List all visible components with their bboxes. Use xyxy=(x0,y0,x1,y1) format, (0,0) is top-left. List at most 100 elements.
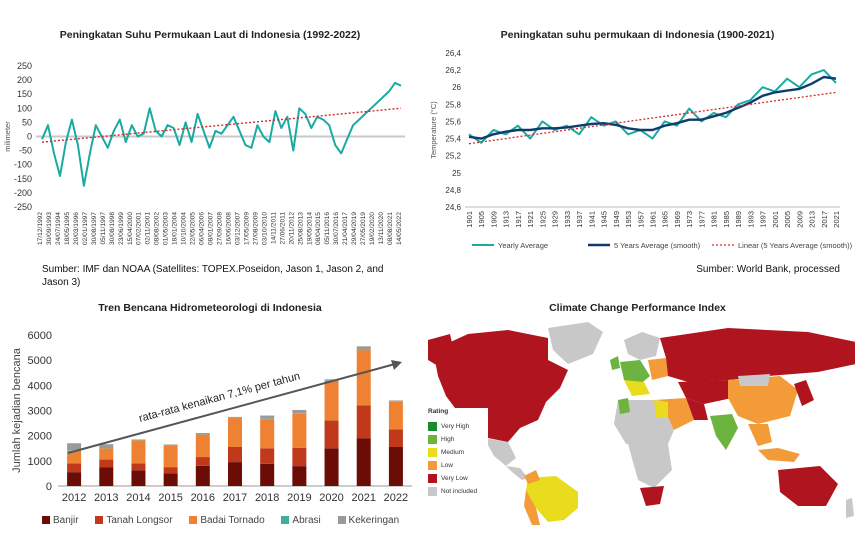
bar-segment xyxy=(195,433,210,435)
x-tick-label: 02/11/2001 xyxy=(145,212,152,245)
x-tick-label: 24/07/1994 xyxy=(55,212,62,245)
y-tick-label: 26,2 xyxy=(445,66,461,75)
x-tick-label: 25/08/2013 xyxy=(297,212,304,245)
x-tick-label: 1921 xyxy=(526,211,535,228)
swatch-very-low xyxy=(428,474,437,483)
map-se-asia xyxy=(748,424,772,446)
x-tick-label: 23/06/1999 xyxy=(118,212,125,245)
legend-label: High xyxy=(441,436,455,443)
y-tick-label: 200 xyxy=(17,75,32,85)
x-tick-label: 17/05/2009 xyxy=(243,212,250,245)
y-tick-label: -50 xyxy=(19,146,32,156)
y-tick-label: 24,8 xyxy=(445,186,461,195)
bar-segment xyxy=(356,405,371,439)
y-axis-label: Jumlah kejadian bencana xyxy=(11,347,23,473)
map-china xyxy=(728,376,798,424)
x-tick-label: 1965 xyxy=(661,211,670,228)
y-tick-label: 2000 xyxy=(28,431,52,443)
bar-segment xyxy=(67,472,82,486)
x-tick-label: 2017 xyxy=(223,492,247,504)
y-tick-label: 150 xyxy=(17,89,32,99)
bar-segment xyxy=(324,448,339,486)
x-tick-label: 2001 xyxy=(771,211,780,228)
map-legend-item-very-high: Very High xyxy=(428,420,488,433)
legend-label: Very High xyxy=(441,423,470,430)
map-india xyxy=(710,414,738,450)
sea-level-title: Peningkatan Suhu Permukaan Laut di Indon… xyxy=(59,29,361,41)
map-legend-item-very-low: Very Low xyxy=(428,472,488,485)
x-tick-label: 1993 xyxy=(746,211,755,228)
map-europe-east xyxy=(648,358,668,380)
y-axis-label: milimeter xyxy=(3,121,12,152)
x-tick-label: 15/04/2000 xyxy=(127,212,134,245)
y-tick-label: 26 xyxy=(452,83,461,92)
bar-segment xyxy=(388,429,403,447)
y-tick-label: -150 xyxy=(14,174,32,184)
x-tick-label: 1969 xyxy=(673,211,682,228)
x-tick-label: 14/05/2022 xyxy=(396,212,403,245)
bar-segment xyxy=(99,444,114,448)
x-tick-label: 2018 xyxy=(255,492,279,504)
map-europe-south xyxy=(624,380,650,396)
x-tick-label: 1917 xyxy=(514,211,523,228)
map-andes xyxy=(524,490,540,525)
bar-segment xyxy=(67,463,82,473)
sea-level-source: Sumber: IMF dan NOAA (Satellites: TOPEX.… xyxy=(42,264,384,288)
x-tick-label: 30/08/1998 xyxy=(109,212,116,245)
map-australia xyxy=(778,466,838,506)
x-tick-label: 08/01/2007 xyxy=(208,212,215,245)
x-tick-label: 1941 xyxy=(587,211,596,228)
x-tick-label: 1953 xyxy=(624,211,633,228)
bar-segment xyxy=(292,413,307,448)
bar-segment xyxy=(292,447,307,467)
trend-arrow-head xyxy=(391,360,402,370)
x-tick-label: 20/11/2012 xyxy=(288,212,295,245)
x-tick-label: 27/08/2009 xyxy=(252,212,259,245)
bar-segment xyxy=(228,418,242,447)
map-legend-item-high: High xyxy=(428,433,488,446)
x-tick-label: 2014 xyxy=(126,492,150,504)
disaster-panel: Tren Bencana Hidrometeorologi di Indones… xyxy=(0,290,420,534)
y-tick-label: 4000 xyxy=(28,380,52,392)
x-tick-label: 2020 xyxy=(319,492,343,504)
y-tick-label: 25,6 xyxy=(445,117,461,126)
map-greenland xyxy=(548,322,603,364)
x-tick-label: 1977 xyxy=(697,211,706,228)
bar-segment xyxy=(260,418,275,420)
x-tick-label: 06/04/2006 xyxy=(199,212,206,245)
x-tick-label: 1961 xyxy=(649,211,658,228)
bar-segment xyxy=(67,450,82,464)
legend-label: Yearly Average xyxy=(498,241,548,250)
map-iran xyxy=(686,398,708,420)
y-tick-label: -250 xyxy=(14,202,32,212)
x-tick-label: 27/09/2008 xyxy=(217,212,224,245)
legend-item-banjir: Banjir xyxy=(42,515,79,526)
y-tick-label: 5000 xyxy=(28,355,52,367)
swatch-medium xyxy=(428,448,437,457)
y-tick-label: 50 xyxy=(22,117,32,127)
x-tick-label: 2021 xyxy=(351,492,375,504)
map-new-zealand xyxy=(846,498,854,518)
x-tick-label: 08/04/2015 xyxy=(315,212,322,245)
sea-level-chart: 250 200 150 100 50 0 -50 -100 -150 -200 -250 milime… xyxy=(3,61,405,245)
bar-segment xyxy=(292,413,307,414)
x-tick-label: 17/12/1992 xyxy=(37,212,44,245)
map-alaska xyxy=(428,334,456,366)
map-russia xyxy=(660,328,855,382)
legend-label: Very Low xyxy=(441,475,468,482)
bar-segment xyxy=(356,346,371,350)
sea-level-trend xyxy=(41,107,402,143)
x-tick-label: 2017 xyxy=(820,211,829,228)
map-korea-japan xyxy=(794,380,814,406)
bar-segment xyxy=(67,443,82,451)
x-tick-label: 05/11/1997 xyxy=(100,212,107,245)
map-europe-north xyxy=(624,332,660,360)
x-tick-label: 1985 xyxy=(722,211,731,228)
bar-segment xyxy=(131,440,146,464)
legend-label: Badai Tornado xyxy=(200,515,265,526)
legend-label: Kekeringan xyxy=(348,515,400,526)
y-tick-label: 6000 xyxy=(28,330,52,342)
x-tick-label: 2021 xyxy=(832,211,841,228)
x-tick-label: 1949 xyxy=(612,211,621,228)
x-tick-label: 1997 xyxy=(759,211,768,228)
